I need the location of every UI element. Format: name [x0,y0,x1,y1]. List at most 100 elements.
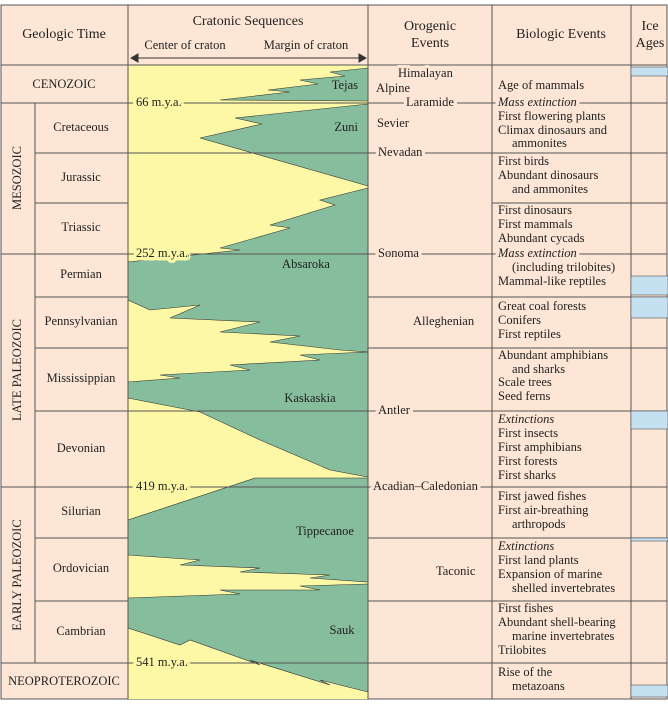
period: Jurassic [61,170,101,184]
biologic-event: First jawed fishes [498,489,586,503]
biologic-event: Abundant dinosaurs [498,168,598,182]
biologic-event: Climax dinosaurs and [498,123,608,137]
biologic-event: Rise of the [498,665,553,679]
sequence-name: Sauk [330,623,356,637]
orogeny: Alpine [376,81,410,95]
biologic-event: Abundant shell-bearing [498,615,616,629]
era: LATE PALEOZOIC [10,319,24,421]
biologic-event: First fishes [498,601,553,615]
era: CENOZOIC [32,77,95,91]
ice-age [630,66,668,77]
biologic-event: Extinctions [497,412,554,426]
orogeny: Acadian–Caledonian [373,479,479,493]
orogeny: Nevadan [378,145,423,159]
biologic-event: First amphibians [498,440,582,454]
header: Biologic Events [516,27,606,42]
period: Mississippian [47,371,117,385]
period: Cretaceous [53,120,109,134]
biologic-event: First reptiles [498,327,561,341]
biologic-event: Mass extinction [497,246,577,260]
ice-age [630,296,668,319]
biologic-event: Scale trees [498,375,552,389]
orogeny: Alleghenian [413,314,475,328]
header: Ice [641,19,658,34]
tejas-shape [219,67,369,102]
absaroka-shape [127,187,369,353]
ice-age [630,684,668,698]
biologic-event: Mammal-like reptiles [498,274,606,288]
ice-age [630,275,668,296]
period: Ordovician [53,561,110,575]
biologic-event: Conifers [498,313,541,327]
header: Ages [636,36,665,51]
ice-age [630,410,668,430]
period: Silurian [61,504,101,518]
biologic-event: First dinosaurs [498,203,572,217]
period: Permian [60,267,102,281]
header: Margin of craton [264,38,349,52]
biologic-event: marine invertebrates [512,629,615,643]
orogeny: Taconic [436,564,476,578]
sequence-name: Zuni [334,120,358,134]
ice-ages [630,66,668,698]
biologic-event: Age of mammals [498,78,584,92]
era: EARLY PALEOZOIC [10,519,24,630]
orogeny: Sonoma [378,246,419,260]
biologic-event: shelled invertebrates [512,581,615,595]
date: 419 m.y.a. [136,479,188,493]
period: Devonian [57,441,106,455]
period: Pennsylvanian [45,314,119,328]
era: NEOPROTEROZOIC [8,674,120,688]
header: Geologic Time [22,27,106,42]
header: Cratonic Sequences [193,14,304,29]
sequence-name: Kaskaskia [284,391,336,405]
header: Orogenic [404,19,456,34]
biologic-event: (including trilobites) [512,260,615,274]
date: 252 m.y.a. [136,246,188,260]
biologic-event: and ammonites [512,182,588,196]
biologic-event: First insects [498,426,558,440]
biologic-event: Mass extinction [497,95,577,109]
date: 66 m.y.a. [136,95,182,109]
biologic-event: Trilobites [498,643,546,657]
biologic-event: First birds [498,154,549,168]
period: Cambrian [56,624,106,638]
biologic-event: First mammals [498,217,573,231]
sequences [127,67,369,693]
biologic-event: First forests [498,454,558,468]
biologic-event: ammonites [512,136,567,150]
era: MESOZOIC [10,146,24,210]
arrow [129,53,368,63]
orogeny: Antler [378,403,411,417]
date: 541 m.y.a. [136,655,188,669]
sequence-name: Tippecanoe [296,524,354,538]
biologic-event: Seed ferns [498,389,551,403]
kaskaskia-shape [127,351,369,478]
biologic-event: First air-breathing [498,503,589,517]
biologic-event: First flowering plants [498,109,606,123]
ice-age [630,537,668,542]
sequence-name: Absaroka [282,257,330,271]
biologic-event: Extinctions [497,539,554,553]
labels: Geologic Time Cratonic Sequences Center … [8,14,664,693]
biologic-event: First land plants [498,553,579,567]
biologic-event: Abundant cycads [498,231,585,245]
biologic-event: Great coal forests [498,299,586,313]
sauk-shape [127,583,369,693]
biologic-event: First sharks [498,468,556,482]
sequence-name: Tejas [332,78,358,92]
header: Events [411,36,449,51]
period: Triassic [61,220,101,234]
grid [1,5,667,699]
biologic-event: Expansion of marine [498,567,603,581]
biologic-event: Abundant amphibians [498,348,608,362]
biologic-event: metazoans [512,679,565,693]
orogeny: Laramide [406,95,454,109]
header: Center of craton [144,38,226,52]
biologic-event: arthropods [512,517,566,531]
tippecanoe-shape [127,477,369,583]
biologic-event: and sharks [512,362,565,376]
orogeny: Sevier [377,116,410,130]
orogeny: Himalayan [398,66,454,80]
